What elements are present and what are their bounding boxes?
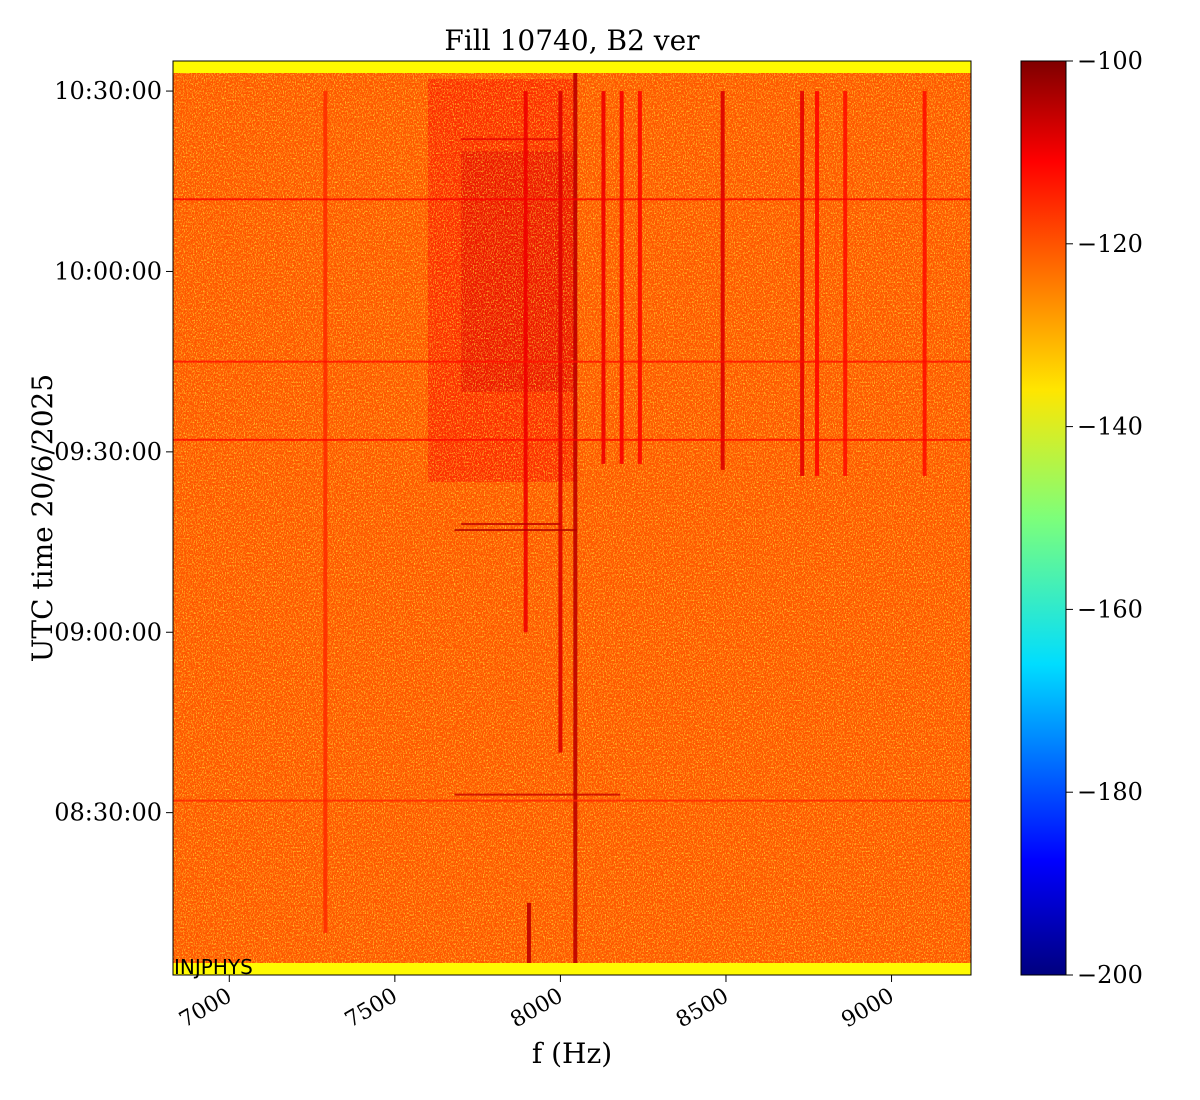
x-axis-label: f (Hz)	[532, 1037, 612, 1070]
x-axis: 7000 7500 8000 8500 9000	[175, 975, 899, 1034]
spectral-line	[720, 91, 725, 470]
spectral-line	[843, 91, 848, 476]
x-tick-label: 8000	[506, 984, 567, 1034]
time-line	[454, 529, 577, 532]
spectral-line	[800, 91, 805, 476]
y-tick-label: 10:00:00	[54, 257, 162, 285]
colorbar-ticks: −100 −120 −140 −160 −180 −200	[1066, 47, 1143, 989]
y-tick-label: 09:00:00	[54, 618, 162, 646]
heatmap-area	[173, 61, 971, 975]
chart-title: Fill 10740, B2 ver	[444, 24, 700, 57]
colorbar-tick-label: −180	[1077, 778, 1143, 806]
x-tick-label: 9000	[838, 984, 899, 1034]
plot-frame	[172, 60, 972, 976]
colorbar-tick-label: −140	[1077, 413, 1143, 441]
spectral-line	[526, 902, 531, 963]
spectral-line	[637, 91, 642, 464]
time-line	[454, 793, 621, 796]
edge-band-bottom	[173, 963, 971, 975]
x-tick-label: 7500	[341, 984, 402, 1034]
mode-label: INJPHYS	[174, 955, 253, 979]
time-line	[173, 438, 971, 441]
y-axis-label: UTC time 20/6/2025	[26, 374, 59, 662]
colorbar-tick-label: −160	[1077, 595, 1143, 623]
spectral-line	[619, 91, 624, 464]
spectral-line	[573, 73, 578, 975]
spectral-line	[815, 91, 820, 476]
y-tick-label: 08:30:00	[54, 799, 162, 827]
x-tick-label: 8500	[672, 984, 733, 1034]
spectral-line	[601, 91, 606, 464]
edge-band-top	[173, 61, 971, 73]
colorbar	[1020, 60, 1067, 976]
colorbar-tick-label: −200	[1077, 961, 1143, 989]
time-line	[173, 198, 971, 201]
time-line	[461, 523, 561, 526]
time-line	[173, 799, 971, 802]
y-tick-label: 09:30:00	[54, 438, 162, 466]
x-tick-label: 7000	[175, 984, 236, 1034]
colorbar-tick-label: −100	[1077, 47, 1143, 75]
time-line	[461, 138, 561, 141]
spectral-line	[323, 91, 328, 933]
heatmap-noise	[173, 61, 971, 975]
y-axis: 10:30:00 10:00:00 09:30:00 09:00:00 08:30:00	[54, 77, 173, 827]
time-line	[173, 360, 971, 363]
spectral-line	[558, 91, 563, 753]
colorbar-tick-label: −120	[1077, 230, 1143, 258]
y-tick-label: 10:30:00	[54, 77, 162, 105]
spectral-line	[922, 91, 927, 476]
